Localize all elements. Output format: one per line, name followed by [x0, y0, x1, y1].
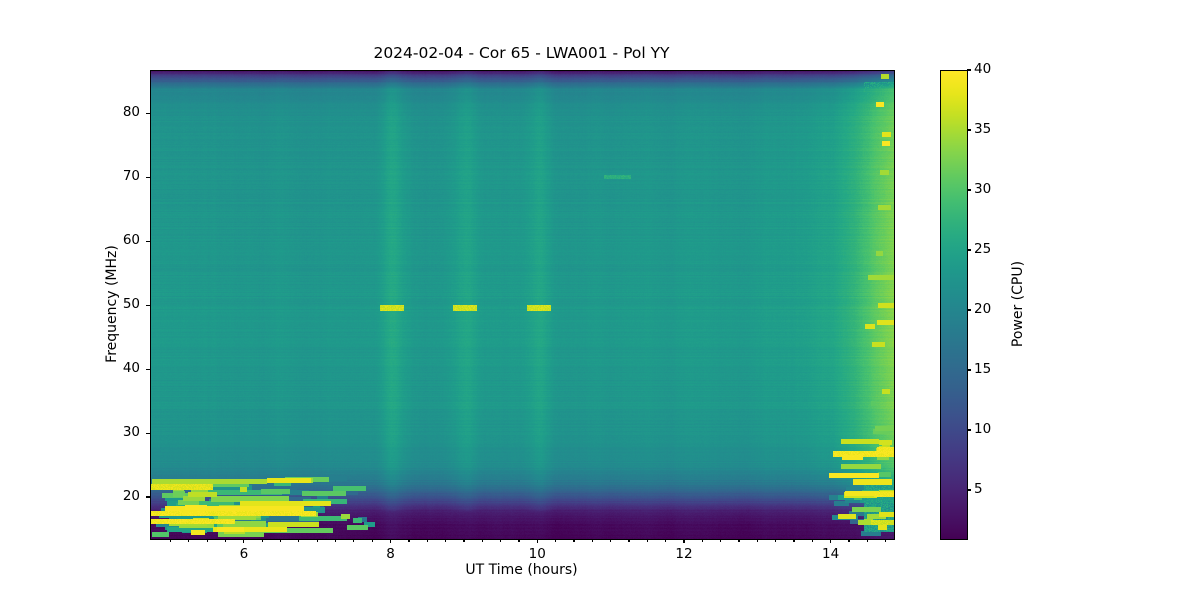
colorbar-tick-label: 30: [974, 181, 992, 197]
y-tick-mark: [146, 176, 150, 178]
x-minor-tick-mark: [463, 539, 465, 542]
x-tick-mark: [536, 539, 538, 543]
x-minor-tick-mark: [316, 539, 318, 542]
x-tick-mark: [389, 539, 392, 543]
x-minor-tick-mark: [188, 539, 190, 542]
colorbar-tick-label: 5: [974, 481, 983, 497]
colorbar-tick-mark: [967, 129, 971, 131]
colorbar-tick-mark: [967, 489, 971, 491]
y-tick-mark: [146, 432, 150, 434]
x-minor-tick-mark: [499, 539, 502, 542]
y-tick-label: 40: [122, 360, 140, 377]
colorbar-tick-mark: [967, 369, 971, 371]
x-tick-mark: [830, 539, 832, 543]
colorbar-tick-mark: [967, 309, 971, 311]
colorbar-tick-mark: [967, 189, 971, 191]
y-tick-label: 70: [122, 168, 140, 185]
y-tick-label: 60: [122, 232, 140, 249]
x-minor-tick-mark: [444, 539, 447, 542]
y-tick-mark: [146, 496, 150, 498]
x-minor-tick-mark: [866, 539, 868, 542]
plot-title: 2024-02-04 - Cor 65 - LWA001 - Pol YY: [373, 44, 670, 62]
x-minor-tick-mark: [756, 539, 758, 542]
x-tick-label: 6: [239, 546, 249, 562]
x-axis-label: UT Time (hours): [465, 562, 578, 578]
x-minor-tick-mark: [720, 539, 722, 542]
y-axis-label: Frequency (MHz): [104, 245, 120, 363]
spectrogram-pixels: [151, 71, 894, 539]
x-tick-label: 12: [675, 546, 693, 562]
x-minor-tick-mark: [224, 539, 227, 542]
x-minor-tick-mark: [334, 539, 337, 542]
colorbar-tick-mark: [967, 69, 971, 71]
x-minor-tick-mark: [738, 539, 740, 542]
x-minor-tick-mark: [591, 539, 593, 542]
x-minor-tick-mark: [206, 539, 208, 542]
x-tick-label: 10: [528, 546, 546, 562]
x-tick-mark: [243, 539, 245, 543]
x-tick-label: 8: [386, 546, 395, 562]
x-tick-label: 14: [822, 546, 840, 562]
x-minor-tick-mark: [279, 539, 282, 542]
colorbar-tick-label: 40: [974, 61, 992, 77]
y-tick-label: 80: [122, 104, 140, 121]
x-minor-tick-mark: [298, 539, 300, 542]
x-minor-tick-mark: [775, 539, 777, 542]
x-tick-mark: [683, 539, 685, 543]
colorbar-tick-label: 10: [974, 421, 992, 437]
x-minor-tick-mark: [555, 539, 557, 542]
x-minor-tick-mark: [426, 539, 428, 542]
colorbar-axes: [940, 70, 968, 540]
y-tick-mark: [146, 112, 150, 115]
x-minor-tick-mark: [573, 539, 575, 542]
y-tick-label: 20: [122, 488, 140, 505]
x-minor-tick-mark: [885, 539, 887, 542]
y-tick-label: 50: [122, 296, 140, 313]
x-minor-tick-mark: [811, 539, 813, 542]
x-minor-tick-mark: [646, 539, 648, 542]
colorbar-tick-mark: [967, 249, 971, 251]
x-minor-tick-mark: [481, 539, 483, 542]
x-minor-tick-mark: [408, 539, 410, 542]
y-tick-mark: [146, 368, 150, 370]
colorbar-tick-label: 25: [974, 241, 992, 257]
colorbar-tick-label: 20: [974, 301, 992, 317]
x-minor-tick-mark: [518, 539, 520, 542]
colorbar-label: Power (CPU): [1010, 260, 1026, 348]
x-minor-tick-mark: [353, 539, 355, 542]
y-tick-mark: [146, 304, 150, 306]
x-minor-tick-mark: [261, 539, 263, 542]
x-minor-tick-mark: [610, 539, 612, 542]
spectrogram-axes: [150, 70, 895, 540]
x-minor-tick-mark: [169, 539, 172, 542]
x-minor-tick-mark: [848, 539, 850, 542]
colorbar-tick-mark: [967, 429, 971, 431]
colorbar-gradient: [941, 71, 967, 539]
colorbar-tick-label: 35: [974, 121, 992, 137]
x-minor-tick-mark: [371, 539, 373, 542]
spectrogram-heatmap-image: [151, 71, 894, 539]
x-minor-tick-mark: [665, 539, 667, 542]
x-minor-tick-mark: [701, 539, 703, 542]
x-minor-tick-mark: [793, 539, 795, 542]
colorbar-tick-label: 15: [974, 361, 992, 377]
y-tick-label: 30: [122, 424, 140, 441]
y-tick-mark: [146, 240, 150, 242]
x-minor-tick-mark: [628, 539, 630, 542]
